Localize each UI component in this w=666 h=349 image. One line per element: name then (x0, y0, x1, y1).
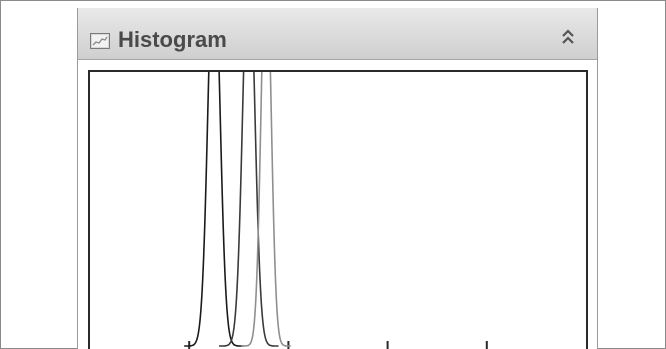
double-chevron-up-icon (554, 29, 582, 54)
histogram-series-2 (219, 72, 279, 347)
histogram-series-1 (184, 72, 244, 347)
histogram-series-3 (241, 72, 291, 347)
panel-title: Histogram (118, 27, 227, 52)
collapse-button[interactable] (554, 24, 582, 50)
histogram-chart-icon (90, 33, 110, 49)
panel-header: Histogram (78, 8, 597, 60)
histogram-plot (184, 72, 488, 349)
histogram-panel: Histogram (77, 8, 598, 349)
histogram-plot-area (88, 70, 588, 349)
